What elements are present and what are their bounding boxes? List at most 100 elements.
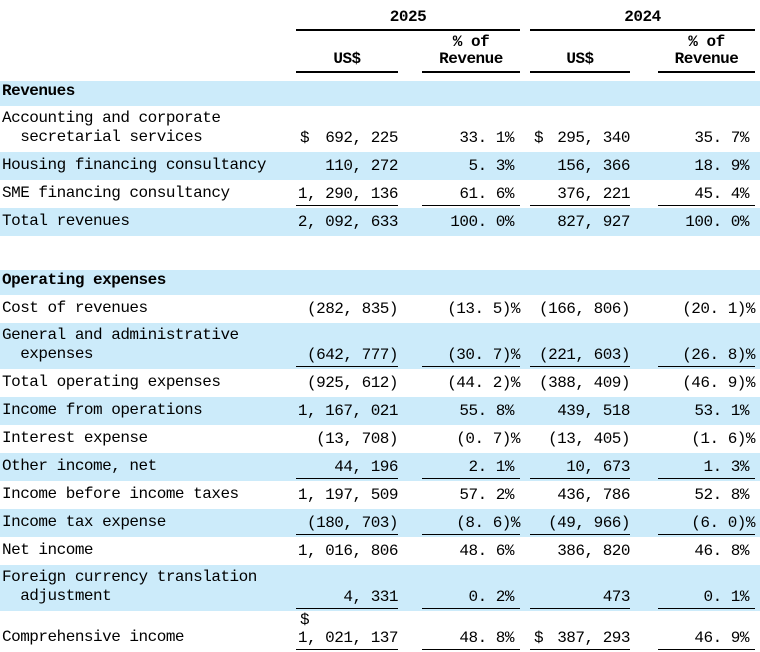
- table-row: Total revenues 2, 092, 633 100. 0% 827, 927…: [0, 208, 760, 236]
- cell-value: (925, 612): [306, 374, 399, 392]
- table-row: Other income, net 44, 196 2. 1% 10, 673 1. 3…: [0, 453, 760, 481]
- pct-2024-cell: 35. 7%: [658, 129, 755, 152]
- usd-2025-cell: 1, 167, 021: [296, 402, 399, 425]
- table-row: SME financing consultancy 1, 290, 136 61. …: [0, 180, 760, 208]
- row-label: General and administrative expenses: [0, 326, 296, 369]
- usd-2025-cell: $1, 021, 137: [296, 611, 399, 650]
- table-row: Net income 1, 016, 806 48. 6% 386, 820 46. 8…: [0, 537, 760, 565]
- cell-value: 1, 197, 509: [297, 486, 399, 504]
- row-label-line: Net income: [2, 541, 94, 559]
- dollar-sign: $: [534, 629, 544, 647]
- row-label-line: Income tax expense: [2, 513, 166, 531]
- pct-2025-cell: 48. 6%: [422, 542, 520, 565]
- cell-value: 0. 1%: [703, 588, 749, 606]
- cell-value: 61. 6%: [459, 185, 514, 203]
- pct-2025-cell: (30. 7)%: [422, 346, 520, 367]
- cell-value: (180, 703): [306, 514, 399, 532]
- table-row: General and administrative expenses (642,…: [0, 323, 760, 369]
- row-label: Accounting and corporate secretarial ser…: [0, 109, 296, 152]
- cell-value: 52. 8%: [694, 486, 749, 504]
- usd-2025-cell: 4, 331: [296, 588, 398, 609]
- row-label-line: SME financing consultancy: [2, 184, 230, 202]
- usd-label: US$: [566, 50, 594, 68]
- cell-value: 48. 6%: [459, 542, 514, 560]
- usd-2025-cell: (642, 777): [296, 346, 399, 367]
- usd-2024-cell: $387, 293: [530, 629, 630, 650]
- pct-2024-cell: 46. 9%: [658, 629, 755, 650]
- table-header: 2025 2024 US$ % of Revenue US$ % of Reve…: [0, 0, 760, 73]
- cell-value: (166, 806): [538, 300, 631, 318]
- cell-value: 4, 331: [343, 588, 398, 606]
- usd-2024-cell: 376, 221: [530, 185, 630, 206]
- cell-value: 2, 092, 633: [297, 213, 399, 231]
- usd-column-header-2024: US$: [530, 51, 630, 73]
- cell-value: 436, 786: [557, 486, 630, 504]
- cell-value: 53. 1%: [694, 402, 749, 420]
- pct-2024-cell: (26. 8)%: [658, 346, 755, 367]
- row-label-line: Foreign currency translation: [2, 568, 257, 586]
- pct-2025-cell: 48. 8%: [422, 629, 520, 650]
- cell-value: 57. 2%: [459, 486, 514, 504]
- table-row: Income tax expense (180, 703) (8. 6)% (49, …: [0, 509, 760, 537]
- row-label: Other income, net: [0, 457, 296, 481]
- usd-2025-cell: (180, 703): [296, 514, 399, 535]
- cell-value: 2. 1%: [468, 458, 514, 476]
- table-row: Cost of revenues (282, 835) (13. 5)% (166, …: [0, 295, 760, 323]
- pct-2025-cell: 100. 0%: [422, 213, 520, 236]
- row-label: Housing financing consultancy: [0, 156, 296, 180]
- row-label-line: Income before income taxes: [2, 485, 239, 503]
- pct-2025-cell: 57. 2%: [422, 486, 520, 509]
- pct-2025-cell: (44. 2)%: [422, 374, 520, 397]
- row-label: Interest expense: [0, 429, 296, 453]
- usd-2025-cell: (282, 835): [296, 300, 399, 323]
- pct-2024-cell: 0. 1%: [658, 588, 755, 609]
- row-label: Income tax expense: [0, 513, 296, 537]
- table-row: Income from operations 1, 167, 021 55. 8% 4…: [0, 397, 760, 425]
- row-label: SME financing consultancy: [0, 184, 296, 208]
- table-row: Foreign currency translation adjustment 4…: [0, 565, 760, 611]
- row-label-line: expenses: [2, 345, 94, 363]
- pct-2024-cell: 100. 0%: [658, 213, 755, 236]
- cell-value: 35. 7%: [694, 129, 749, 147]
- cell-value: (49, 966): [548, 514, 630, 532]
- row-label: Total operating expenses: [0, 373, 296, 397]
- pct-2024-cell: 46. 8%: [658, 542, 755, 565]
- dollar-sign: $: [300, 129, 310, 147]
- row-label: Operating expenses: [0, 271, 296, 295]
- cell-value: 55. 8%: [459, 402, 514, 420]
- row-label-line: Operating expenses: [2, 271, 166, 289]
- cell-value: (13. 5)%: [447, 300, 520, 318]
- cell-value: (282, 835): [306, 300, 399, 318]
- usd-2025-cell: (925, 612): [296, 374, 399, 397]
- cell-value: (26. 8)%: [682, 346, 755, 364]
- cell-value: (44. 2)%: [447, 374, 520, 392]
- pct-2025-cell: (13. 5)%: [422, 300, 520, 323]
- usd-2024-cell: 439, 518: [530, 402, 630, 425]
- cell-value: 827, 927: [557, 213, 630, 231]
- cell-value: 48. 8%: [459, 629, 514, 647]
- usd-2025-cell: 1, 197, 509: [296, 486, 399, 509]
- cell-value: 110, 272: [325, 157, 398, 175]
- cell-value: (6. 0)%: [691, 514, 755, 532]
- pct-label-line1: % of: [452, 33, 490, 51]
- usd-2024-cell: (13, 405): [530, 430, 630, 453]
- pct-2024-cell: 45. 4%: [658, 185, 755, 206]
- cell-value: 46. 8%: [694, 542, 749, 560]
- cell-value: (46. 9)%: [682, 374, 755, 392]
- spacer-row: [0, 236, 760, 270]
- usd-2025-cell: (13, 708): [296, 430, 398, 453]
- pct-column-header-2024: % of Revenue: [658, 34, 755, 73]
- row-label-line: Accounting and corporate: [2, 109, 221, 127]
- usd-2024-cell: 10, 673: [530, 458, 630, 479]
- cell-value: 5. 3%: [468, 157, 514, 175]
- cell-value: 18. 9%: [694, 157, 749, 175]
- cell-value: 100. 0%: [450, 213, 514, 231]
- pct-2025-cell: 55. 8%: [422, 402, 520, 425]
- cell-value: (30. 7)%: [447, 346, 520, 364]
- cell-value: 473: [602, 588, 631, 606]
- section-header-row: Operating expenses: [0, 270, 760, 295]
- usd-label: US$: [333, 50, 361, 68]
- section-header-row: Revenues: [0, 81, 760, 106]
- usd-2024-cell: $295, 340: [530, 129, 630, 152]
